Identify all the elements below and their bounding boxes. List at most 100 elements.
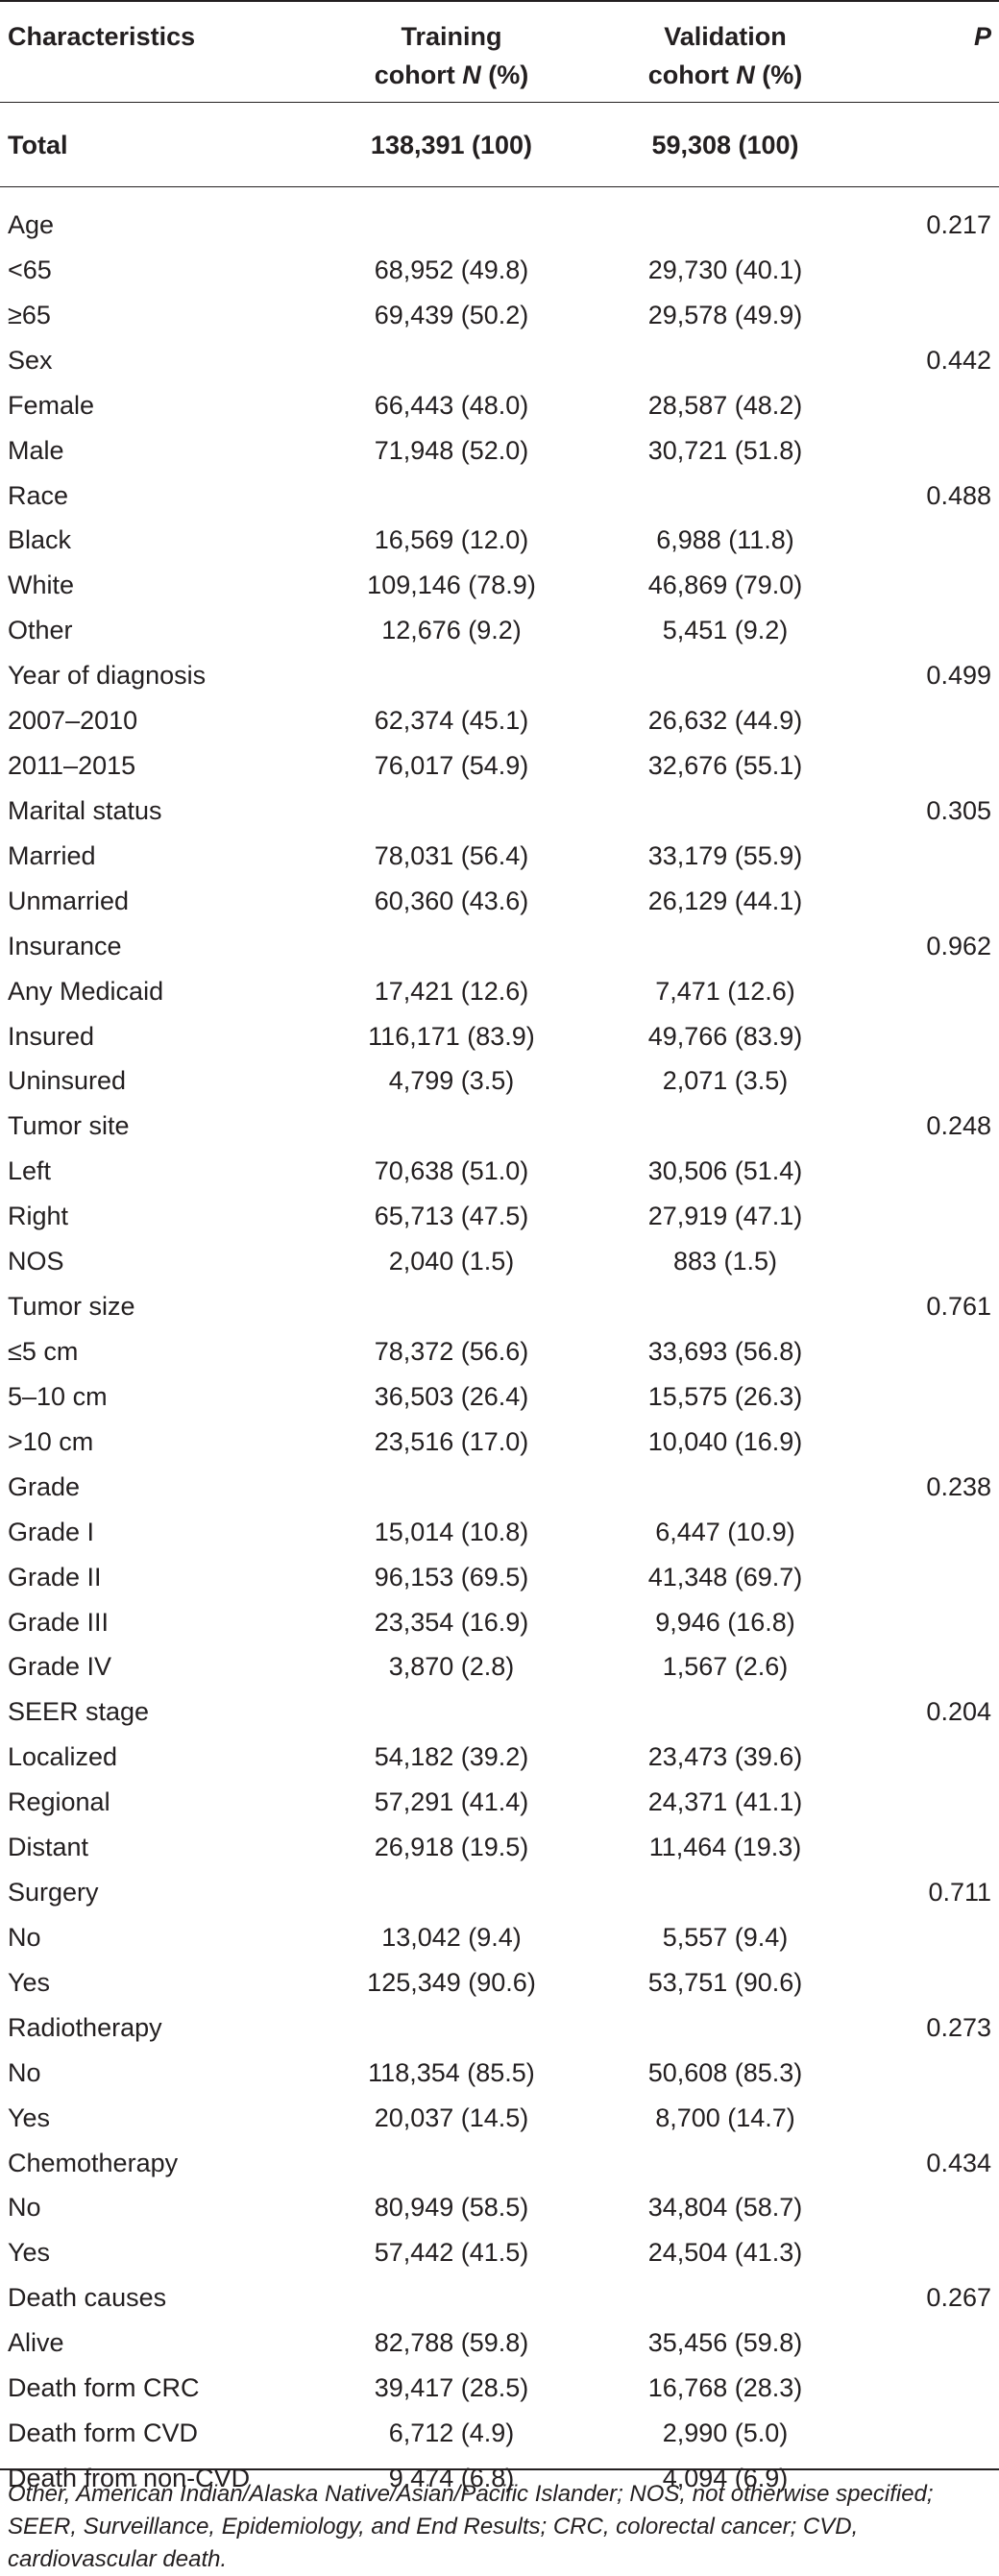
row-p-value: 0.273 — [926, 2012, 991, 2042]
row-training: 23,516 (17.0) — [374, 1426, 529, 1456]
table-footnote: Other, American Indian/Alaska Native/Asi… — [8, 2481, 934, 2572]
row-p-value: 0.305 — [926, 795, 991, 825]
table-row: Distant 26,918 (19.5) 11,464 (19.3) — [0, 1825, 999, 1869]
row-training: 76,017 (54.9) — [374, 751, 529, 781]
table-row: Marital status 0.305 — [0, 789, 999, 833]
row-label: Yes — [8, 2102, 51, 2132]
row-training: 82,788 (59.8) — [374, 2328, 529, 2358]
table-row: Yes 57,442 (41.5) 24,504 (41.3) — [0, 2230, 999, 2274]
row-training: 70,638 (51.0) — [374, 1156, 529, 1186]
row-label: Race — [8, 480, 69, 510]
row-p-value: 0.488 — [926, 480, 991, 510]
row-validation: 24,371 (41.1) — [647, 1787, 803, 1817]
row-p-value: 0.434 — [926, 2148, 991, 2177]
row-validation: 2,990 (5.0) — [662, 2418, 789, 2448]
row-validation: 1,567 (2.6) — [662, 1652, 789, 1682]
row-training: 65,713 (47.5) — [374, 1202, 529, 1231]
row-label: Grade IV — [8, 1652, 112, 1682]
table-row: Yes 125,349 (90.6) 53,751 (90.6) — [0, 1960, 999, 2005]
row-training: 57,291 (41.4) — [374, 1787, 529, 1817]
total-training: 138,391 (100) — [370, 131, 533, 159]
row-p-value: 0.204 — [926, 1697, 991, 1727]
table-row: Surgery 0.711 — [0, 1870, 999, 1914]
row-label: Marital status — [8, 795, 162, 825]
row-validation: 29,730 (40.1) — [647, 255, 803, 284]
total-row: Total 138,391 (100) 59,308 (100) — [0, 123, 999, 167]
row-validation: 15,575 (26.3) — [647, 1381, 803, 1411]
row-validation: 9,946 (16.8) — [655, 1607, 795, 1637]
table-row: SEER stage 0.204 — [0, 1689, 999, 1734]
row-label: 5–10 cm — [8, 1381, 108, 1411]
row-training: 2,040 (1.5) — [388, 1247, 515, 1276]
row-p-value: 0.217 — [926, 210, 991, 239]
row-validation: 35,456 (59.8) — [647, 2328, 803, 2358]
row-training: 23,354 (16.9) — [374, 1607, 529, 1637]
row-label: Sex — [8, 345, 53, 375]
row-validation: 27,919 (47.1) — [647, 1202, 803, 1231]
table-row: Right 65,713 (47.5) 27,919 (47.1) — [0, 1194, 999, 1238]
table-row: Unmarried 60,360 (43.6) 26,129 (44.1) — [0, 879, 999, 923]
table-row: Regional 57,291 (41.4) 24,371 (41.1) — [0, 1780, 999, 1824]
table-row: White 109,146 (78.9) 46,869 (79.0) — [0, 563, 999, 607]
row-validation: 883 (1.5) — [672, 1247, 778, 1276]
row-label: Male — [8, 435, 64, 465]
table-row: Localized 54,182 (39.2) 23,473 (39.6) — [0, 1735, 999, 1779]
row-label: Insured — [8, 1021, 95, 1051]
row-validation: 10,040 (16.9) — [647, 1426, 803, 1456]
header-characteristics: Characteristics — [8, 22, 196, 51]
row-label: Married — [8, 840, 96, 870]
row-validation: 6,447 (10.9) — [655, 1517, 795, 1546]
header-rule — [0, 102, 999, 103]
row-training: 16,569 (12.0) — [374, 525, 529, 555]
row-validation: 29,578 (49.9) — [647, 300, 803, 329]
header-training: Training cohort N (%) — [307, 17, 596, 94]
row-validation: 6,988 (11.8) — [656, 525, 794, 555]
row-validation: 11,464 (19.3) — [648, 1833, 802, 1862]
header-training-line1: Training — [401, 22, 502, 51]
row-label: Grade — [8, 1471, 81, 1501]
row-label: Yes — [8, 2238, 51, 2268]
row-label: Alive — [8, 2328, 64, 2358]
row-label: Right — [8, 1202, 69, 1231]
row-label: Age — [8, 210, 55, 239]
row-validation: 28,587 (48.2) — [647, 390, 803, 420]
row-label: Tumor site — [8, 1111, 130, 1141]
row-label: Tumor size — [8, 1292, 135, 1322]
row-validation: 16,768 (28.3) — [647, 2373, 803, 2403]
table-row: Other 12,676 (9.2) 5,451 (9.2) — [0, 608, 999, 652]
table-row: >10 cm 23,516 (17.0) 10,040 (16.9) — [0, 1420, 999, 1464]
table-row: NOS 2,040 (1.5) 883 (1.5) — [0, 1239, 999, 1283]
row-label: No — [8, 2057, 41, 2087]
table-row: <65 68,952 (49.8) 29,730 (40.1) — [0, 248, 999, 292]
row-training: 116,171 (83.9) — [368, 1021, 535, 1051]
row-validation: 50,608 (85.3) — [647, 2057, 803, 2087]
row-label: Grade II — [8, 1562, 102, 1592]
row-p-value: 0.267 — [926, 2283, 991, 2313]
row-training: 66,443 (48.0) — [374, 390, 529, 420]
row-label: Radiotherapy — [8, 2012, 162, 2042]
table-row: 5–10 cm 36,503 (26.4) 15,575 (26.3) — [0, 1374, 999, 1419]
table-row: 2011–2015 76,017 (54.9) 32,676 (55.1) — [0, 743, 999, 788]
row-training: 62,374 (45.1) — [374, 706, 529, 736]
row-label: White — [8, 571, 75, 600]
row-label: Any Medicaid — [8, 976, 164, 1006]
table-row: Death causes 0.267 — [0, 2275, 999, 2320]
row-label: Unmarried — [8, 886, 130, 915]
header-training-line2: cohort N (%) — [374, 61, 529, 89]
row-validation: 34,804 (58.7) — [647, 2193, 803, 2223]
row-validation: 23,473 (39.6) — [647, 1742, 803, 1772]
table-row: ≥65 69,439 (50.2) 29,578 (49.9) — [0, 293, 999, 337]
row-label: Grade I — [8, 1517, 95, 1546]
row-training: 4,799 (3.5) — [388, 1066, 515, 1096]
row-validation: 41,348 (69.7) — [647, 1562, 803, 1592]
row-training: 125,349 (90.6) — [367, 1967, 536, 1997]
row-training: 68,952 (49.8) — [374, 255, 529, 284]
row-label: Distant — [8, 1833, 89, 1862]
row-training: 36,503 (26.4) — [374, 1381, 529, 1411]
row-training: 96,153 (69.5) — [374, 1562, 529, 1592]
row-label: ≥65 — [8, 300, 51, 329]
table-row: Female 66,443 (48.0) 28,587 (48.2) — [0, 383, 999, 427]
table-row: Tumor size 0.761 — [0, 1284, 999, 1328]
table-row: No 80,949 (58.5) 34,804 (58.7) — [0, 2185, 999, 2229]
row-validation: 32,676 (55.1) — [647, 751, 803, 781]
